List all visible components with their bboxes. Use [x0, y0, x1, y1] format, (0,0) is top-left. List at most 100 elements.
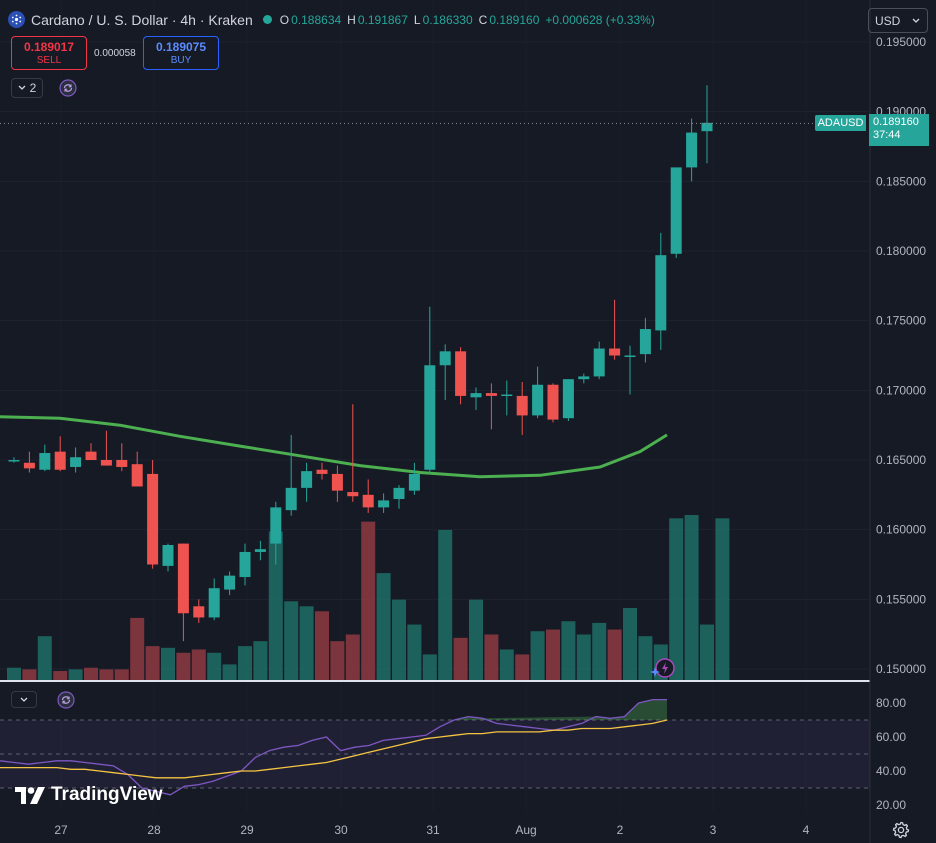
candle-body	[562, 379, 574, 419]
candlesticks	[8, 85, 713, 642]
rsi-tick-label: 80.00	[876, 696, 906, 710]
candle-body	[85, 451, 97, 460]
ohlc-high-value: 0.191867	[357, 12, 408, 27]
volume-bar	[684, 515, 699, 681]
cardano-logo-icon	[8, 11, 25, 28]
tradingview-logo[interactable]: TradingView	[15, 784, 163, 806]
volume-bar	[284, 601, 299, 681]
candle-body	[177, 543, 189, 614]
ohlc-high-key: H	[347, 12, 356, 27]
time-axis-labels: 27 28 29 30 31 Aug 2 3 4	[54, 823, 809, 837]
time-tick-label: 3	[710, 823, 717, 837]
candle-body	[8, 460, 20, 462]
volume-bar	[422, 654, 437, 681]
last-price-label: 0.189160 37:44	[869, 114, 929, 146]
indicators-toggle-button[interactable]: 2	[11, 78, 43, 98]
candle-body	[147, 473, 159, 565]
ohlc-change-value: +0.000628 (+0.33%)	[545, 12, 655, 27]
volume-bar	[7, 667, 21, 681]
volume-bar	[700, 624, 714, 681]
time-tick-label: Aug	[515, 823, 536, 837]
candle-body	[670, 167, 682, 254]
data-source-button[interactable]	[58, 78, 78, 98]
candle-body	[501, 394, 513, 397]
candle-body	[162, 544, 174, 566]
volume-bar	[191, 649, 206, 681]
candle-body	[331, 473, 343, 491]
symbol-title[interactable]: Cardano / U. S. Dollar · 4h · Kraken	[31, 11, 253, 28]
rsi-tick-label: 20.00	[876, 798, 906, 812]
volume-bar	[407, 624, 422, 681]
currency-select[interactable]: USD	[868, 8, 928, 33]
candle-body	[285, 487, 297, 511]
symbol-legend[interactable]: Cardano / U. S. Dollar · 4h · Kraken O 0.…	[8, 11, 659, 28]
ohlc-close-key: C	[478, 12, 488, 27]
rsi-collapse-button[interactable]	[11, 691, 37, 708]
candle-body	[239, 551, 251, 578]
volume-bar	[546, 629, 560, 681]
candle-body	[455, 351, 467, 396]
volume-bar	[669, 518, 684, 681]
chevron-down-icon	[18, 85, 26, 90]
volume-bar	[37, 636, 52, 681]
volume-bar	[114, 669, 129, 681]
volume-bar	[561, 621, 576, 681]
volume-bar	[176, 652, 191, 681]
ohlc-open-key: O	[279, 12, 290, 27]
rsi-source-button[interactable]	[56, 690, 76, 710]
volume-bar	[715, 518, 730, 681]
candle-body	[408, 473, 420, 491]
price-axis-labels: 0.1950000.1900000.1850000.1800000.175000…	[876, 35, 926, 676]
buy-button[interactable]: 0.189075 BUY	[143, 36, 219, 70]
rsi-ma-line	[0, 719, 668, 779]
candle-body	[655, 255, 667, 331]
volume-bar	[361, 521, 376, 681]
gear-icon[interactable]	[892, 821, 910, 839]
volume-bar	[515, 654, 530, 681]
candle-body	[701, 122, 713, 132]
indicator-count: 2	[29, 81, 37, 95]
time-tick-label: 30	[334, 823, 348, 837]
volume-bar	[453, 637, 468, 681]
price-tick-label: 0.160000	[876, 523, 926, 537]
volume-bar	[99, 669, 114, 681]
candle-body	[208, 588, 220, 618]
ohlc-low-key: L	[413, 12, 421, 27]
price-tick-label: 0.170000	[876, 383, 926, 397]
tradingview-logo-icon	[15, 786, 45, 804]
volume-bar	[161, 647, 175, 681]
volume-bar	[268, 531, 283, 681]
volume-bar	[207, 652, 222, 681]
price-tick-label: 0.195000	[876, 35, 926, 49]
rsi-pane	[0, 698, 870, 796]
volume-bar	[392, 599, 406, 681]
candle-body	[270, 507, 282, 544]
volume-bar	[68, 669, 83, 681]
refresh-circle-icon	[57, 691, 75, 709]
time-tick-label: 2	[617, 823, 624, 837]
volume-bar	[469, 599, 483, 681]
sell-button[interactable]: 0.189017 SELL	[11, 36, 87, 70]
candle-body	[100, 460, 112, 466]
ohlc-values: O 0.188634 H 0.191867 L 0.186330 C 0.189160 …	[280, 13, 659, 27]
sell-price: 0.189017	[23, 40, 75, 54]
candle-body	[362, 494, 374, 508]
rsi-tick-label: 60.00	[876, 730, 906, 744]
candle-body	[116, 460, 128, 467]
price-tick-label: 0.165000	[876, 453, 926, 467]
brand-name: TradingView	[51, 784, 163, 805]
price-tick-label: 0.185000	[876, 174, 926, 188]
rsi-tick-label: 40.00	[876, 764, 906, 778]
sparkle-icon	[650, 667, 660, 677]
lightning-icon	[662, 662, 668, 674]
time-tick-label: 28	[147, 823, 161, 837]
candle-body	[593, 348, 605, 377]
volume-bar	[299, 606, 314, 681]
volume-bar	[130, 617, 145, 681]
candle-body	[578, 376, 590, 380]
candle-body	[301, 471, 313, 488]
moving-average-line	[0, 415, 668, 479]
volume-bar	[530, 631, 545, 681]
